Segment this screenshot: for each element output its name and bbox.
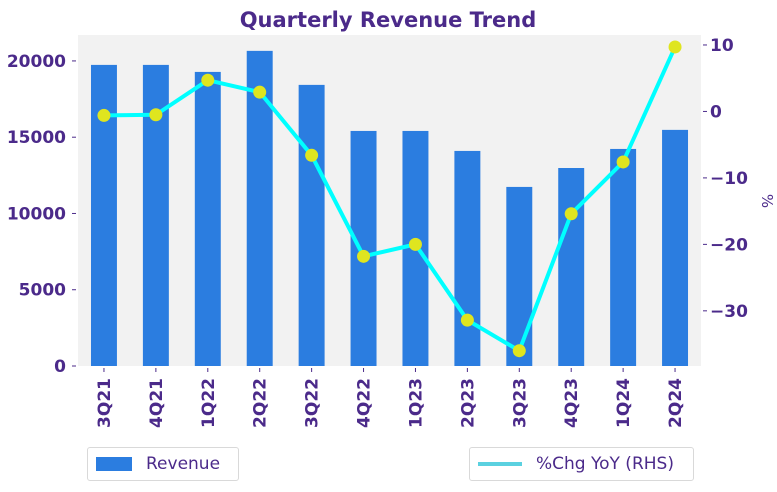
yoy-point <box>357 249 371 263</box>
x-tick-label: 4Q23 <box>562 378 582 428</box>
yoy-point <box>149 108 163 122</box>
yoy-point <box>564 207 578 221</box>
right-tick-label: 10 <box>710 36 734 56</box>
x-tick-label: 1Q22 <box>199 378 219 428</box>
x-tick-label: 2Q24 <box>666 378 686 428</box>
x-tick-label: 1Q24 <box>614 378 634 428</box>
revenue-legend-swatch <box>96 457 132 471</box>
legend-revenue-label: Revenue <box>146 454 221 474</box>
left-tick-label: 0 <box>54 357 66 377</box>
yoy-line <box>103 46 677 353</box>
yoy-point <box>201 73 215 87</box>
yoy-point <box>668 40 682 54</box>
yoy-point <box>305 148 319 162</box>
revenue-bar <box>194 71 221 366</box>
yoy-point <box>512 344 526 358</box>
x-tick-label: 3Q22 <box>303 378 323 428</box>
yoy-point <box>253 85 267 99</box>
x-tick-label: 1Q23 <box>406 378 426 428</box>
right-axis: −30 −20 −10 0 10 <box>703 36 748 322</box>
yoy-point <box>460 313 474 327</box>
right-axis-label: % <box>758 194 776 208</box>
revenue-bar <box>610 148 637 366</box>
x-tick-label: 3Q23 <box>510 378 530 428</box>
x-tick-label: 2Q22 <box>251 378 271 428</box>
revenue-bar <box>558 168 585 366</box>
right-tick-label: 0 <box>710 102 722 122</box>
revenue-bar <box>454 150 481 366</box>
x-tick-label: 4Q21 <box>147 378 167 428</box>
yoy-point <box>408 237 422 251</box>
yoy-point <box>616 155 630 169</box>
x-tick-label: 3Q21 <box>95 378 115 428</box>
x-axis: 3Q21 4Q21 1Q22 2Q22 3Q22 4Q22 1Q23 2Q23 3Q23 4Q23… <box>95 368 686 428</box>
revenue-bar <box>298 84 325 367</box>
legend-yoy: %Chg YoY (RHS) <box>469 447 694 481</box>
yoy-line-layer <box>97 40 682 358</box>
plot-background <box>78 35 701 366</box>
left-tick-label: 10000 <box>7 204 66 224</box>
left-axis: 0 5000 10000 15000 20000 <box>7 52 76 377</box>
left-tick-label: 15000 <box>7 128 66 148</box>
yoy-point <box>97 108 111 122</box>
left-tick-label: 5000 <box>19 281 66 301</box>
revenue-bar <box>506 186 533 366</box>
right-tick-label: −20 <box>710 235 748 255</box>
legend-yoy-label: %Chg YoY (RHS) <box>536 454 674 474</box>
right-tick-label: −30 <box>710 302 748 322</box>
right-tick-label: −10 <box>710 169 748 189</box>
revenue-bar <box>350 130 377 366</box>
left-tick-label: 20000 <box>7 52 66 72</box>
revenue-bar <box>662 129 689 366</box>
yoy-legend-swatch <box>478 462 522 466</box>
x-tick-label: 2Q23 <box>458 378 478 428</box>
x-tick-label: 4Q22 <box>355 378 375 428</box>
legend-revenue: Revenue <box>87 447 239 481</box>
chart-title: Quarterly Revenue Trend <box>240 8 537 32</box>
